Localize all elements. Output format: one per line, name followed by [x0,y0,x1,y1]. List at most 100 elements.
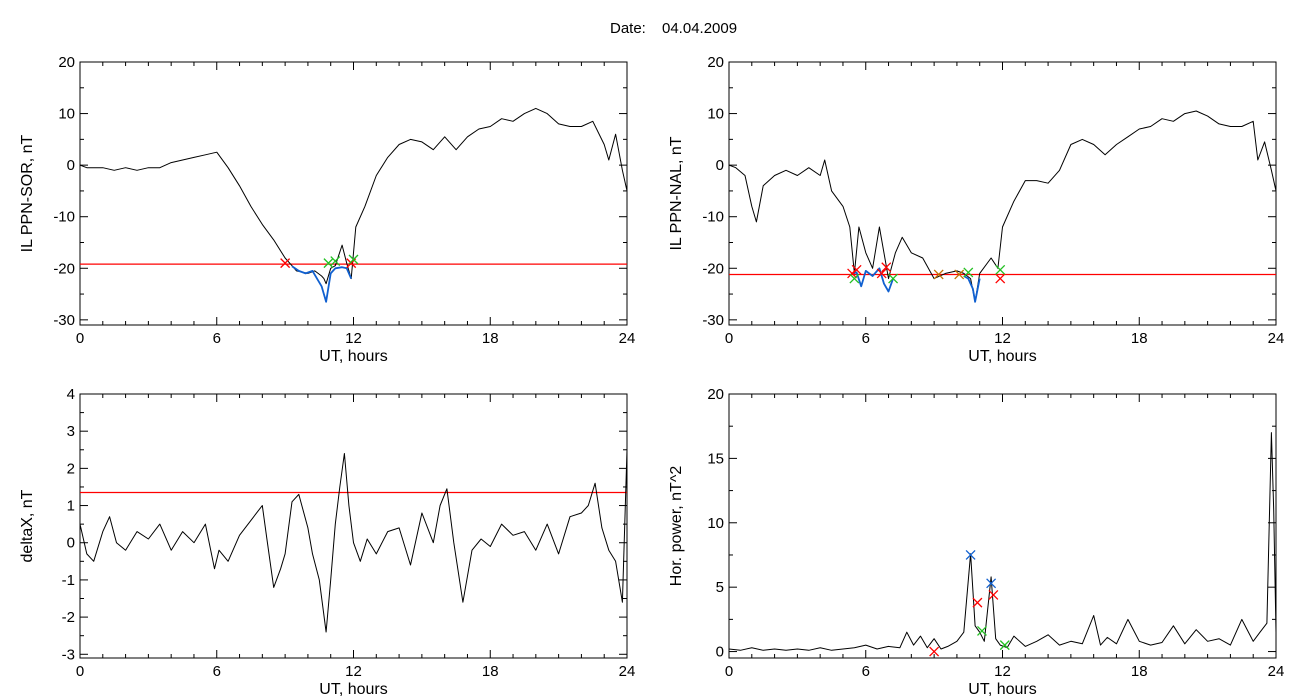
marker-green [963,267,974,278]
y-tick-label: 10 [707,515,724,532]
x-tick-label: 12 [994,330,1011,347]
y-tick-label: -20 [702,260,724,277]
marker-blue [986,578,997,589]
y-tick-label: 20 [58,54,75,71]
y-tick-label: -10 [53,209,75,226]
marker-red [280,258,291,269]
x-axis-label: UT, hours [968,681,1036,698]
date-value: 04.04.2009 [662,20,737,37]
x-tick-label: 18 [1131,330,1148,347]
marker-orange [954,269,965,280]
y-tick-label: 4 [67,386,75,403]
plot-area [729,432,1276,657]
marker-green [849,273,860,284]
marker-red [847,268,858,279]
x-tick-label: 0 [76,663,84,680]
marker-stroke [995,264,1006,275]
y-tick-label: -1 [62,572,75,589]
y-axis-label: deltaX, nT [19,489,36,562]
marker-red [881,262,892,273]
x-tick-label: 6 [213,663,221,680]
plot-frame [79,61,628,326]
marker-stroke [280,258,291,269]
marker-green [995,264,1006,275]
highlight-segment-1 [291,265,353,303]
marker-blue [965,550,976,560]
x-tick-label: 0 [725,330,733,347]
x-tick-label: 24 [1268,663,1285,680]
chart-panel-4: 0 6 12 18 24 0 5 10 15 20 UT, hours Hor. power, nT^… [668,386,1284,698]
y-tick-label: -10 [702,209,724,226]
y-tick-label: 20 [707,54,724,71]
marker-stroke [995,273,1006,284]
x-tick-label: 24 [619,663,636,680]
x-tick-label: 6 [862,663,870,680]
marker-green [888,273,899,284]
date-label: Date: [610,20,646,37]
marker-stroke [847,268,858,279]
marker-stroke [851,264,862,275]
y-tick-label: 10 [707,106,724,123]
y-axis-label: IL PPN-NAL, nT [668,136,685,250]
x-axis-label: UT, hours [319,348,387,365]
x-tick-label: 12 [345,330,362,347]
plot-area [80,449,627,633]
marker-stroke [881,262,892,273]
y-tick-label: 15 [707,450,724,467]
plot-frame [79,393,628,659]
x-tick-label: 24 [1268,330,1285,347]
y-tick-label: 10 [58,106,75,123]
y-tick-label: 20 [707,386,724,403]
y-tick-label: 0 [67,157,75,174]
chart-panel-2: 0 6 12 18 24 -30 -20 -10 0 10 20 UT, hours IL PPN-NA… [668,54,1284,365]
y-tick-label: 5 [716,579,724,596]
marker-red [876,268,887,279]
y-tick-label: 0 [716,644,724,661]
data-trace [80,107,627,285]
x-tick-label: 0 [725,663,733,680]
plot-area [80,107,627,303]
data-trace [80,449,627,633]
marker-stroke [849,273,860,284]
x-axis-label: UT, hours [968,348,1036,365]
chart-panel-1: 0 6 12 18 24 -30 -20 -10 0 10 20 UT, hours IL PPN-SO… [19,54,635,365]
highlight-segment-2 [963,275,981,303]
marker-stroke [933,269,944,280]
plot-frame [728,393,1277,659]
marker-red [851,264,862,275]
marker-green [323,258,334,269]
marker-red [988,589,999,600]
x-tick-label: 18 [482,330,499,347]
marker-stroke [986,578,997,589]
y-tick-label: -30 [53,312,75,329]
marker-stroke [999,640,1010,651]
marker-red [995,273,1006,284]
x-tick-label: 6 [862,330,870,347]
y-tick-label: 1 [67,498,75,515]
x-axis-label: UT, hours [319,681,387,698]
plot-frame [728,61,1277,326]
marker-stroke [988,589,999,600]
y-tick-label: 0 [67,535,75,552]
y-tick-label: 0 [716,157,724,174]
x-tick-label: 0 [76,330,84,347]
y-tick-label: -30 [702,312,724,329]
marker-orange [933,269,944,280]
data-trace [729,432,1276,651]
marker-stroke [888,273,899,284]
y-tick-label: -3 [62,646,75,663]
marker-green [348,254,359,265]
x-tick-label: 18 [482,663,499,680]
marker-stroke [972,597,983,608]
y-tick-label: 2 [67,460,75,477]
marker-green [999,640,1010,651]
data-trace [729,110,1276,303]
highlight-segment-1 [851,267,894,293]
y-tick-label: -20 [53,260,75,277]
y-tick-label: -2 [62,609,75,626]
x-tick-label: 6 [213,330,221,347]
marker-green [977,625,987,636]
marker-stroke [965,550,976,560]
